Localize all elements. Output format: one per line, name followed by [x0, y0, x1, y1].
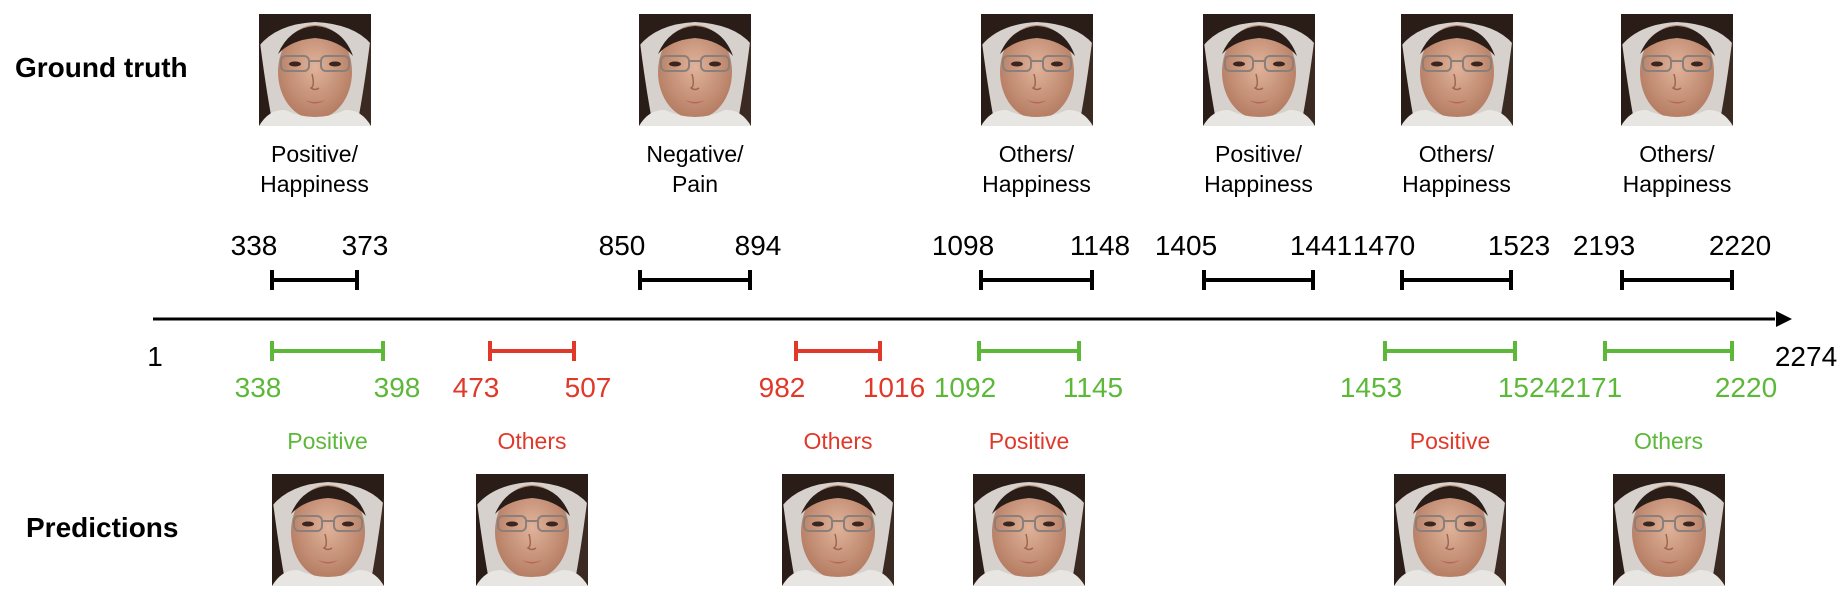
gt-start-number: 1098 [931, 230, 995, 261]
ground-truth-title: Ground truth [15, 52, 188, 83]
pred-label: Others [497, 428, 567, 454]
gt-label-line1: Negative/ [646, 141, 744, 167]
gt-label-line1: Others/ [1418, 141, 1495, 167]
gt-range [979, 270, 1094, 290]
gt-label-line1: Others/ [998, 141, 1075, 167]
pred-range [488, 341, 576, 361]
gt-face-thumbnail [1400, 14, 1513, 126]
gt-start-number: 1405 [1154, 230, 1218, 261]
gt-start-number: 850 [598, 230, 646, 261]
gt-label-line2: Happiness [1622, 171, 1732, 197]
gt-end-number: 1523 [1487, 230, 1551, 261]
gt-face-thumbnail [1202, 14, 1315, 126]
pred-end-number: 1524 [1497, 372, 1561, 403]
pred-face-thumbnail [271, 474, 384, 586]
pred-end-number: 2220 [1714, 372, 1778, 403]
pred-label: Others [1633, 428, 1704, 454]
gt-label-line2: Pain [671, 171, 719, 197]
gt-end-number: 2220 [1708, 230, 1772, 261]
gt-end-number: 1148 [1069, 230, 1131, 261]
pred-range [794, 341, 882, 361]
gt-range [638, 270, 752, 290]
pred-face-thumbnail [476, 474, 588, 586]
gt-end-number: 373 [341, 230, 389, 261]
pred-end-number: 1016 [862, 372, 926, 403]
pred-label: Others [803, 428, 873, 454]
gt-label-line2: Happiness [982, 171, 1091, 197]
pred-start-number: 1092 [933, 372, 997, 403]
gt-range [1400, 270, 1513, 290]
pred-range [270, 341, 385, 361]
gt-label-line1: Others/ [1639, 141, 1715, 167]
timeline-arrowhead [1776, 311, 1792, 327]
gt-end-number: 1441 [1289, 230, 1353, 261]
pred-face-thumbnail [1394, 474, 1506, 586]
pred-end-number: 1145 [1062, 372, 1124, 403]
gt-face-thumbnail [639, 14, 751, 126]
pred-start-number: 1453 [1339, 372, 1403, 403]
pred-start-number: 338 [234, 372, 282, 403]
timeline-start-label: 1 [147, 341, 163, 372]
gt-label-line2: Happiness [1402, 171, 1511, 197]
gt-face-thumbnail [980, 14, 1093, 126]
pred-range [1603, 341, 1734, 361]
gt-start-number: 2193 [1572, 230, 1636, 261]
gt-start-number: 338 [230, 230, 278, 261]
gt-label: Others/Happiness [1357, 139, 1557, 199]
gt-label-line2: Happiness [260, 171, 369, 197]
gt-label-line2: Happiness [1204, 171, 1313, 197]
gt-range [1202, 270, 1315, 290]
gt-label: Negative/Pain [595, 139, 795, 199]
gt-face-thumbnail [258, 14, 371, 126]
gt-range [1620, 270, 1734, 290]
pred-range [1383, 341, 1517, 361]
gt-label: Others/Happiness [1577, 139, 1777, 199]
gt-face-thumbnail [1621, 14, 1733, 126]
gt-range [270, 270, 359, 290]
pred-range [977, 341, 1081, 361]
pred-start-number: 473 [452, 372, 500, 403]
pred-end-number: 507 [564, 372, 612, 403]
gt-label-line1: Positive/ [271, 141, 358, 167]
gt-label: Others/Happiness [937, 139, 1137, 199]
pred-label: Positive [988, 428, 1070, 454]
pred-face-thumbnail [1612, 474, 1725, 586]
gt-label: Positive/Happiness [1159, 139, 1359, 199]
pred-label: Positive [1409, 428, 1491, 454]
gt-label-line1: Positive/ [1215, 141, 1302, 167]
pred-end-number: 398 [373, 372, 421, 403]
pred-face-thumbnail [782, 474, 894, 586]
pred-start-number: 982 [758, 372, 806, 403]
gt-label: Positive/Happiness [215, 139, 415, 199]
pred-face-thumbnail [973, 474, 1085, 586]
gt-start-number: 1470 [1352, 230, 1416, 261]
timeline-end-label: 2274 [1774, 341, 1838, 372]
gt-end-number: 894 [734, 230, 782, 261]
pred-label: Positive [287, 428, 368, 454]
predictions-title: Predictions [26, 512, 179, 543]
pred-start-number: 2171 [1559, 372, 1623, 403]
